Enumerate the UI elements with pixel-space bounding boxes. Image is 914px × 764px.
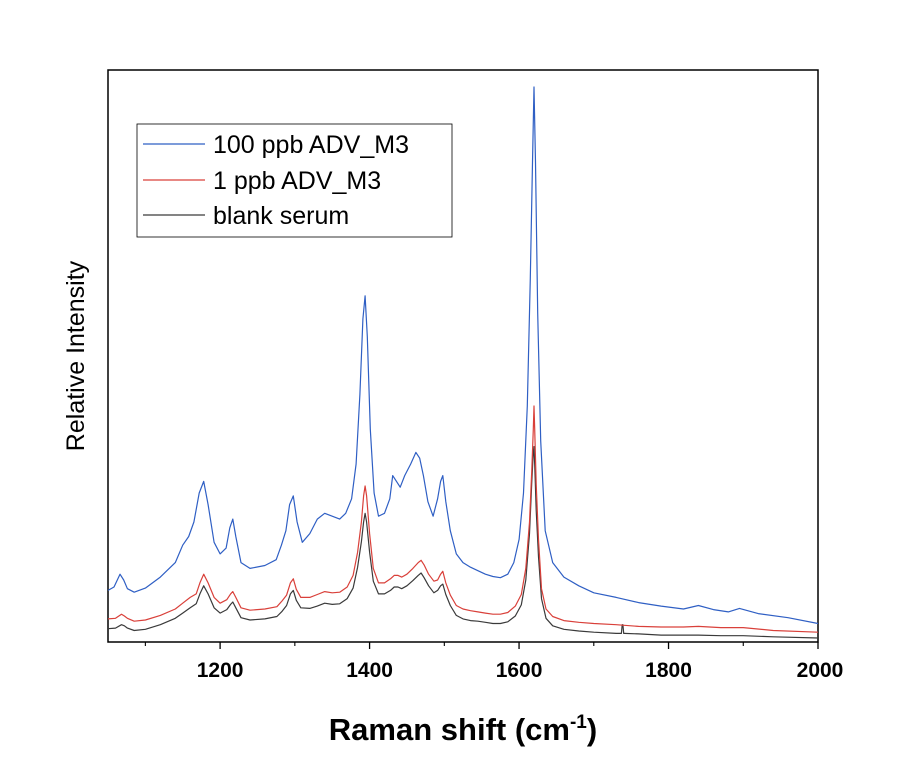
legend-label-blank: blank serum [213, 202, 349, 230]
legend-label-1ppb: 1 ppb ADV_M3 [213, 167, 381, 195]
x-tick-label: 2000 [797, 659, 844, 682]
x-axis-title-close: ) [587, 712, 597, 747]
legend-label-100ppb: 100 ppb ADV_M3 [213, 131, 409, 159]
y-axis-title: Relative Intensity [62, 260, 90, 451]
x-tick-label: 1800 [645, 659, 692, 682]
x-tick-label: 1400 [346, 659, 393, 682]
x-tick-label: 1200 [197, 659, 244, 682]
series-line-1ppb [107, 405, 819, 633]
x-axis-title: Raman shift (cm-1) [329, 712, 597, 747]
x-axis-title-superscript: -1 [570, 712, 587, 733]
series-layer [107, 86, 819, 639]
legend: 100 ppb ADV_M3 1 ppb ADV_M3 blank serum [136, 123, 453, 238]
x-axis-ticks: 1200 1400 1600 1800 2000 [144, 642, 844, 682]
plot-frame [107, 69, 819, 643]
x-axis-title-main: Raman shift (cm [329, 712, 570, 747]
x-tick-label: 1600 [496, 659, 543, 682]
series-line-blank [107, 446, 819, 639]
series-line-100ppb [107, 86, 819, 625]
